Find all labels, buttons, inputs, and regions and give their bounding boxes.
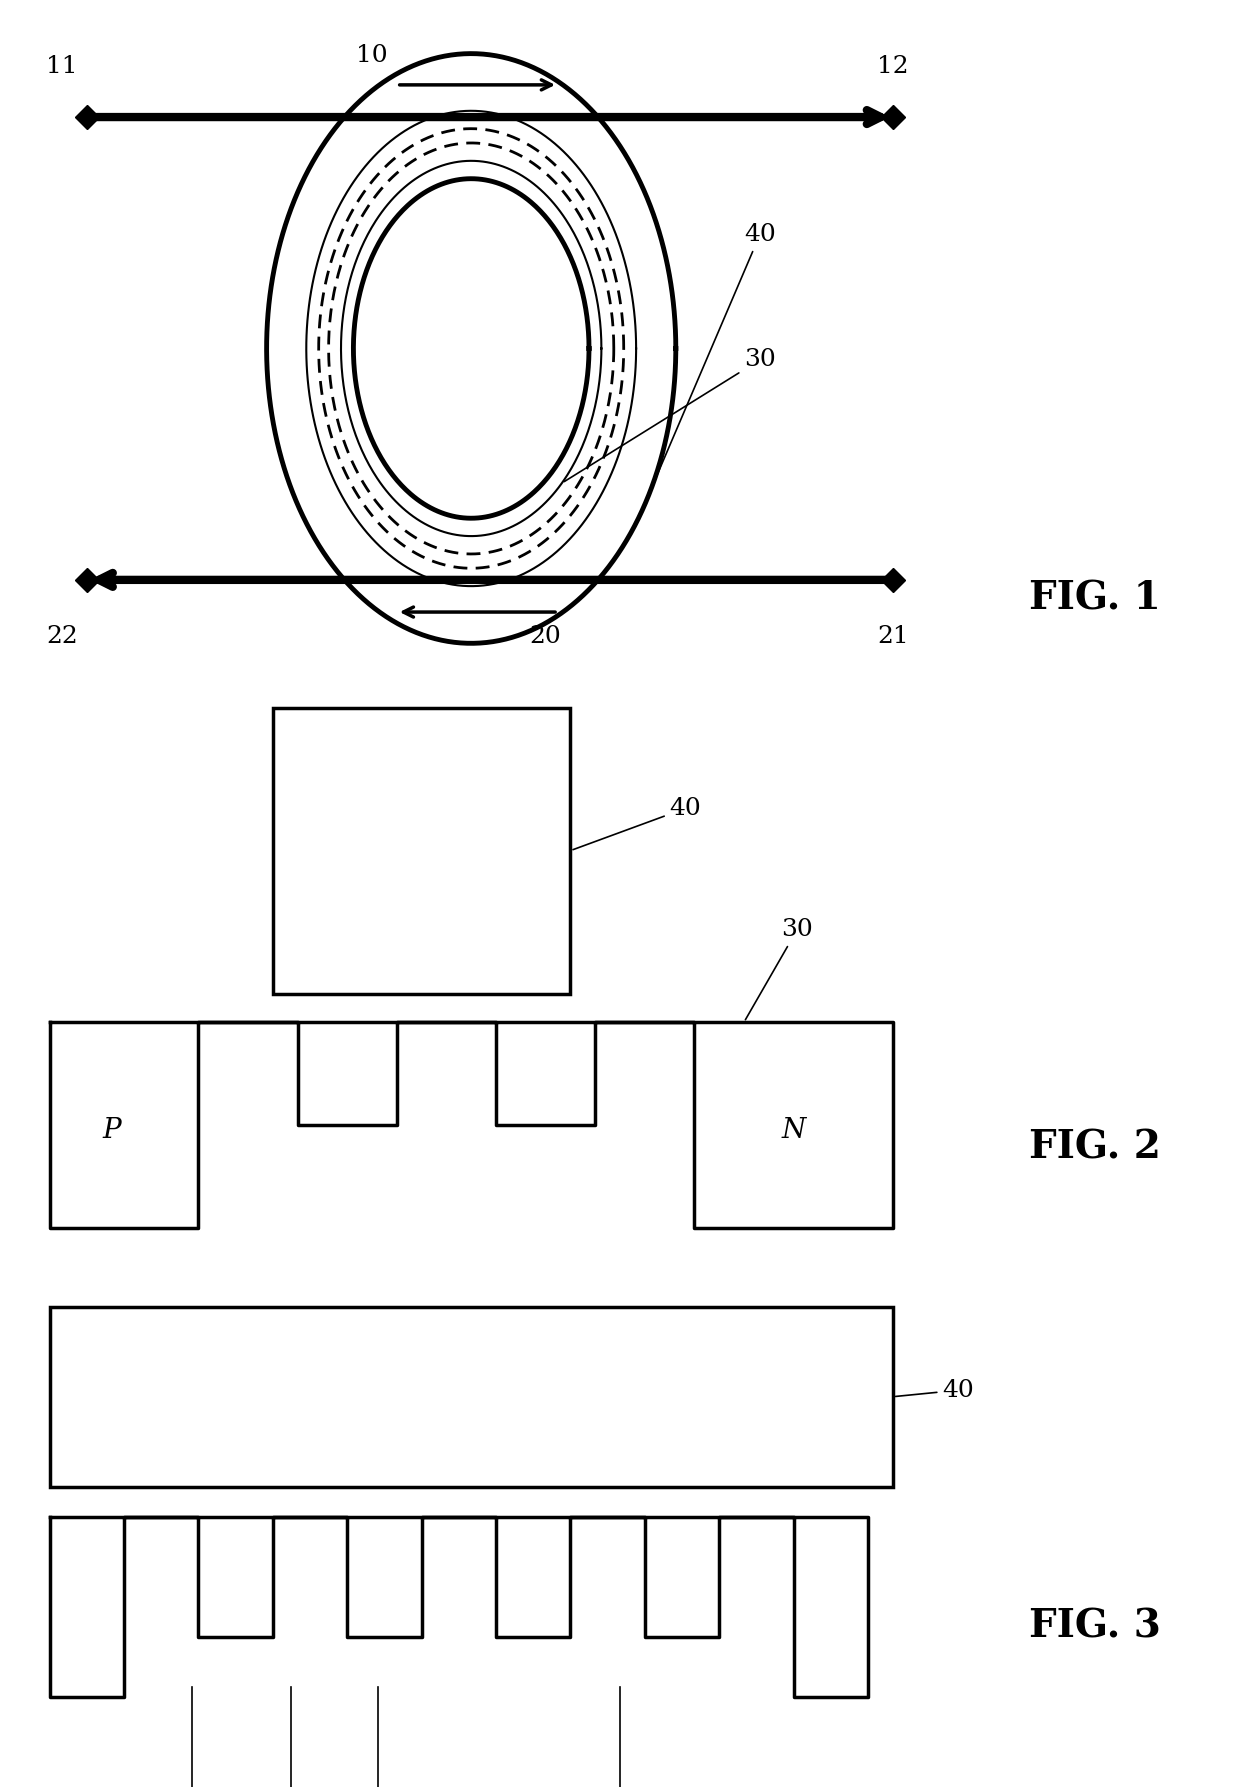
Text: 20: 20 bbox=[529, 625, 562, 647]
Text: 30: 30 bbox=[745, 919, 813, 1020]
Text: N: N bbox=[781, 1117, 806, 1144]
Text: FIG. 1: FIG. 1 bbox=[1029, 579, 1161, 618]
Text: 11: 11 bbox=[46, 55, 78, 77]
Bar bbox=[273, 708, 570, 994]
Text: 30: 30 bbox=[564, 348, 776, 482]
Text: 22: 22 bbox=[46, 625, 78, 647]
Bar bbox=[50, 1306, 893, 1487]
Text: P: P bbox=[102, 1117, 122, 1144]
Text: 40: 40 bbox=[573, 797, 702, 849]
Text: 10: 10 bbox=[356, 45, 388, 66]
Text: FIG. 3: FIG. 3 bbox=[1029, 1608, 1161, 1646]
Text: 40: 40 bbox=[652, 223, 776, 488]
Text: 12: 12 bbox=[877, 55, 909, 77]
Text: 21: 21 bbox=[877, 625, 909, 647]
Text: 40: 40 bbox=[895, 1380, 975, 1401]
Text: FIG. 2: FIG. 2 bbox=[1029, 1129, 1161, 1167]
